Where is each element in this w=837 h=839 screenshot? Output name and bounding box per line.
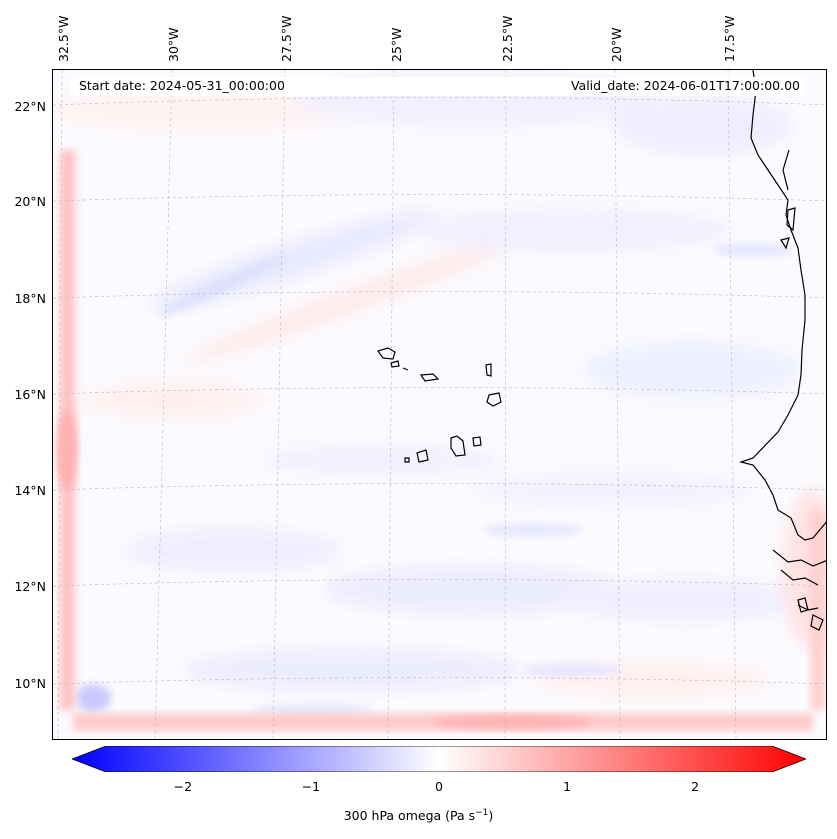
- colorbar-label: 300 hPa omega (Pa s−1): [0, 808, 837, 823]
- colorbar-label-end: ): [488, 808, 494, 824]
- field-patches: [53, 72, 826, 698]
- bottom-edge-max: [433, 715, 593, 729]
- lon-label-20w: 20°W: [609, 27, 624, 62]
- start-date-label: Start date: 2024-05-31_00:00:00: [79, 78, 285, 93]
- lat-label-20n: 20°N: [14, 194, 46, 209]
- map-panel: [52, 69, 827, 740]
- colorbar-label-sup: −1: [475, 808, 489, 818]
- lon-label-17-5w: 17.5°W: [722, 15, 737, 62]
- colorbar-bar: [70, 745, 808, 773]
- field-streaks: [75, 244, 793, 715]
- colorbar-label-main: 300 hPa omega (Pa s: [343, 808, 476, 824]
- colorbar-tick: −1: [301, 779, 321, 794]
- lat-label-12n: 12°N: [14, 579, 46, 594]
- colorbar-tick: 2: [691, 779, 700, 794]
- coastline: [738, 70, 826, 611]
- lat-label-18n: 18°N: [14, 291, 46, 306]
- colorbar: [70, 745, 808, 776]
- left-edge-max: [57, 410, 77, 490]
- lat-label-22n: 22°N: [14, 99, 46, 114]
- lat-label-14n: 14°N: [14, 483, 46, 498]
- omega-field-map: [53, 70, 826, 739]
- colorbar-tick: −2: [173, 779, 193, 794]
- graticule: [53, 70, 826, 739]
- lat-label-16n: 16°N: [14, 387, 46, 402]
- lon-label-25w: 25°W: [389, 27, 404, 62]
- date-info-box: [70, 77, 805, 96]
- right-edge-band: [810, 510, 826, 710]
- lon-label-22-5w: 22.5°W: [500, 15, 515, 62]
- islands: [377, 207, 824, 631]
- lon-label-27-5w: 27.5°W: [279, 15, 294, 62]
- lon-label-32-5w: 32.5°W: [56, 15, 71, 62]
- lon-label-30w: 30°W: [166, 27, 181, 62]
- lat-label-10n: 10°N: [14, 676, 46, 691]
- colorbar-tick: 0: [435, 779, 443, 794]
- colorbar-tick: 1: [563, 779, 572, 794]
- colorbar-graphic: [70, 745, 808, 776]
- valid-date-label: Valid_date: 2024-06-01T17:00:00.00: [570, 78, 800, 93]
